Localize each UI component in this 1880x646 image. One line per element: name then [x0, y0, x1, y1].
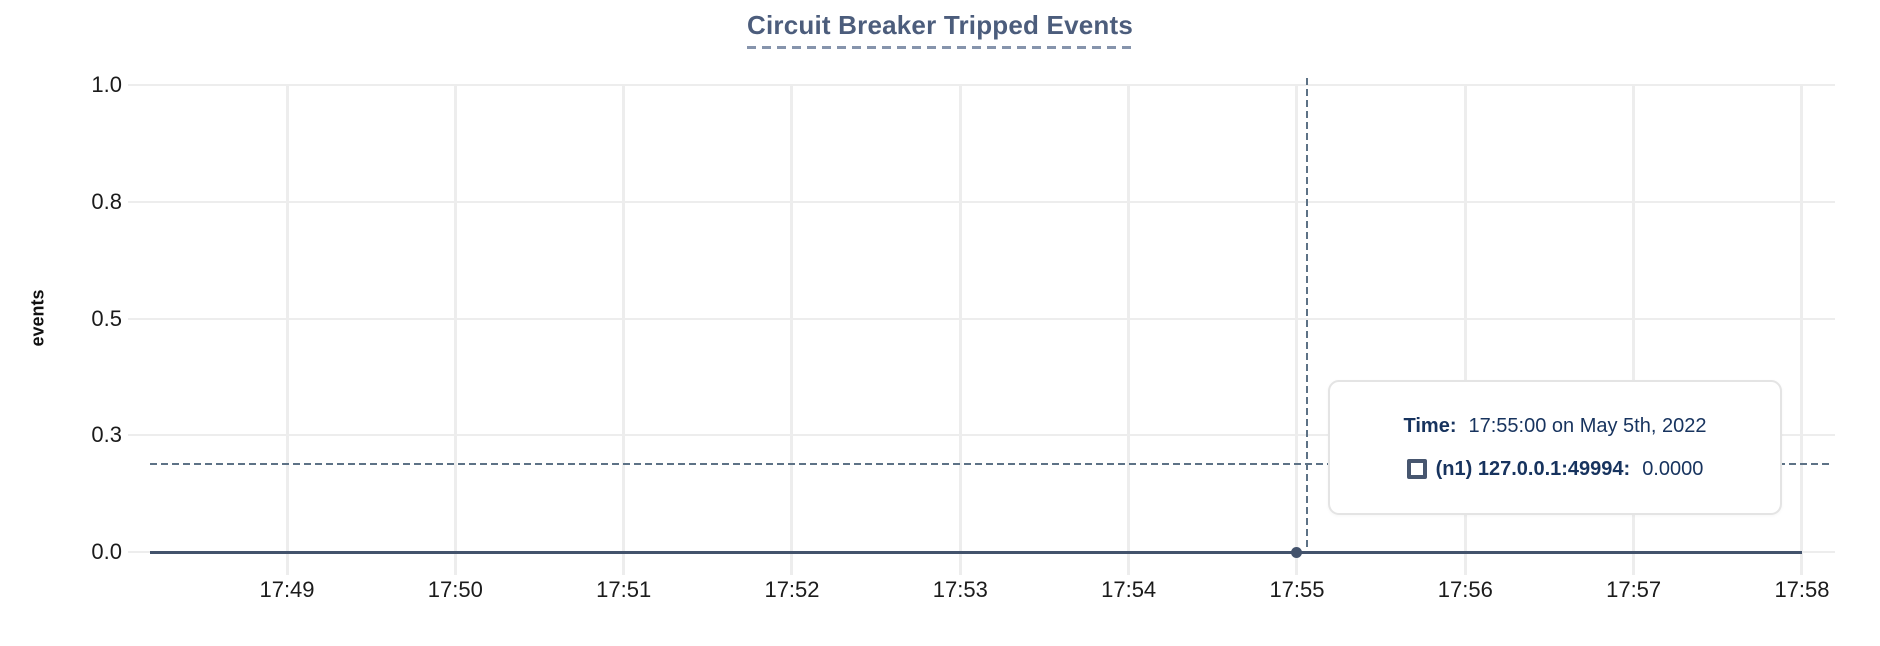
tooltip-series-value: 0.0000 — [1642, 457, 1704, 480]
chart-title: Circuit Breaker Tripped Events — [746, 10, 1134, 49]
x-tick-label: 17:49 — [259, 577, 315, 602]
x-gridline — [622, 85, 626, 575]
y-tick-label: 0.3 — [91, 422, 122, 448]
x-gridline — [1295, 85, 1299, 575]
title-underline — [746, 46, 1134, 49]
x-tick-label: 17:55 — [1269, 577, 1325, 602]
y-tick-label: 0.5 — [91, 305, 122, 331]
x-gridline — [285, 85, 289, 575]
x-tick-label: 17:56 — [1437, 577, 1493, 602]
x-tick-label: 17:54 — [1101, 577, 1157, 602]
tooltip-series-row: (n1) 127.0.0.1:49994: 0.0000 — [1406, 457, 1704, 481]
x-tick-label: 17:57 — [1606, 577, 1662, 602]
x-tick-label: 17:51 — [596, 577, 652, 602]
hover-tooltip: Time: 17:55:00 on May 5th, 2022 (n1) 127… — [1328, 380, 1782, 515]
x-tick-label: 17:53 — [932, 577, 988, 602]
tooltip-time-label: Time: — [1403, 414, 1457, 437]
y-gridline — [128, 84, 1835, 86]
x-gridline — [1632, 85, 1636, 575]
y-tick-label: 1.0 — [91, 72, 122, 97]
crosshair-horizontal — [150, 463, 1833, 465]
x-tick-label: 17:50 — [427, 577, 483, 602]
series-line — [150, 550, 1802, 554]
x-gridline — [1127, 85, 1131, 575]
x-gridline — [958, 85, 962, 575]
crosshair-vertical — [1306, 78, 1308, 552]
x-gridline — [453, 85, 457, 575]
chart-header: Circuit Breaker Tripped Events — [0, 10, 1880, 49]
y-tick-label: 0.8 — [91, 188, 122, 214]
x-gridline — [790, 85, 794, 575]
y-tick-label: 0.0 — [91, 539, 122, 564]
tooltip-series-label: (n1) 127.0.0.1:49994: — [1435, 457, 1631, 480]
x-tick-label: 17:52 — [764, 577, 820, 602]
tooltip-time-value: 17:55:00 on May 5th, 2022 — [1468, 414, 1707, 437]
x-gridline — [1463, 85, 1467, 575]
data-point-marker — [1291, 546, 1303, 558]
chart-title-text: Circuit Breaker Tripped Events — [746, 10, 1134, 40]
tooltip-time-row: Time: 17:55:00 on May 5th, 2022 — [1404, 415, 1707, 438]
y-gridline — [128, 317, 1835, 320]
y-gridline — [128, 434, 1835, 437]
y-axis-unit-label: events — [27, 289, 48, 347]
y-gridline — [128, 200, 1835, 203]
series-legend-square-icon — [1406, 459, 1427, 479]
x-tick-label: 17:58 — [1774, 577, 1830, 602]
x-gridline — [1800, 85, 1804, 575]
